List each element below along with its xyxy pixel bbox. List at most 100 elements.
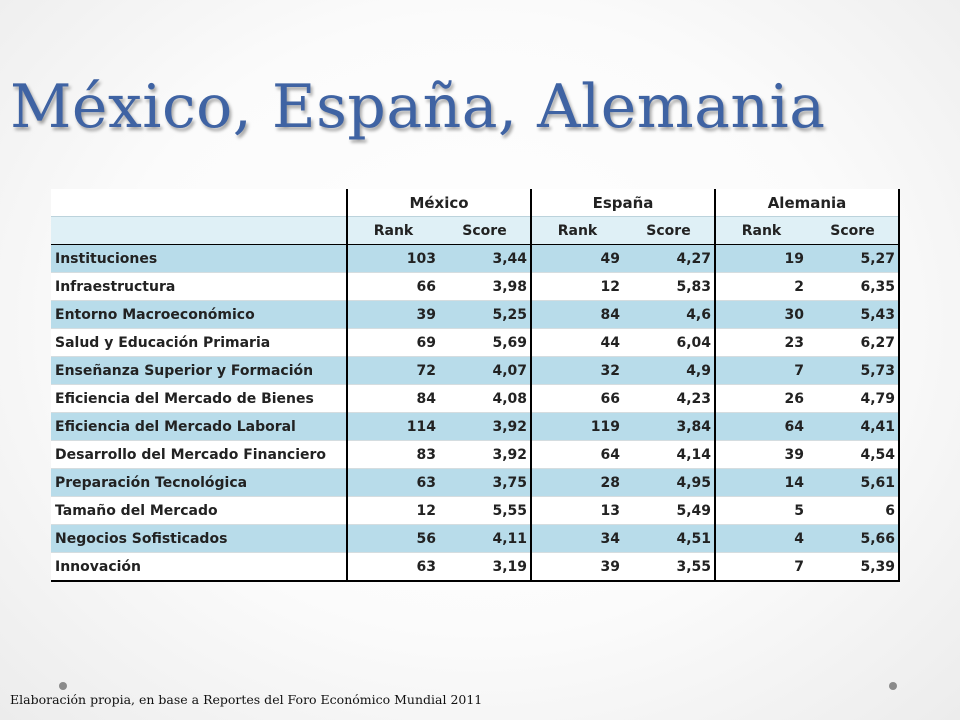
row-label: Negocios Sofisticados <box>51 524 348 553</box>
rank-cell: 44 <box>531 328 623 357</box>
rank-cell: 49 <box>531 244 623 273</box>
score-cell: 6,35 <box>807 272 900 301</box>
rank-cell: 84 <box>347 384 439 413</box>
rank-cell: 26 <box>715 384 807 413</box>
table-row: Desarrollo del Mercado Financiero 83 3,92 6… <box>51 440 900 469</box>
score-cell: 5,61 <box>807 468 900 497</box>
rank-cell: 39 <box>531 552 623 582</box>
score-cell: 5,55 <box>439 496 532 525</box>
subheader-score: Score <box>439 216 532 245</box>
rank-cell: 13 <box>531 496 623 525</box>
row-label: Entorno Macroeconómico <box>51 300 348 329</box>
row-label: Eficiencia del Mercado de Bienes <box>51 384 348 413</box>
rank-cell: 119 <box>531 412 623 441</box>
score-cell: 3,75 <box>439 468 532 497</box>
rank-cell: 2 <box>715 272 807 301</box>
country-header-espana: España <box>531 189 716 217</box>
country-header-mexico: México <box>347 189 532 217</box>
corner-cell <box>51 189 348 217</box>
score-cell: 6 <box>807 496 900 525</box>
row-label: Innovación <box>51 552 348 582</box>
score-cell: 3,84 <box>623 412 716 441</box>
rank-cell: 56 <box>347 524 439 553</box>
table-row: Preparación Tecnológica 63 3,75 28 4,95 14 5,6… <box>51 468 900 497</box>
ranking-table-container: México España Alemania Rank Score Rank S… <box>51 189 900 582</box>
rank-cell: 23 <box>715 328 807 357</box>
score-cell: 5,25 <box>439 300 532 329</box>
score-cell: 3,92 <box>439 440 532 469</box>
score-cell: 5,27 <box>807 244 900 273</box>
score-cell: 5,49 <box>623 496 716 525</box>
rank-cell: 66 <box>347 272 439 301</box>
decorative-dot-right <box>889 682 897 690</box>
row-label: Desarrollo del Mercado Financiero <box>51 440 348 469</box>
rank-cell: 12 <box>531 272 623 301</box>
subheader-score: Score <box>807 216 900 245</box>
score-cell: 4,51 <box>623 524 716 553</box>
subheader-row: Rank Score Rank Score Rank Score <box>51 216 900 245</box>
table-row: Negocios Sofisticados 56 4,11 34 4,51 4 5,66 <box>51 524 900 553</box>
rank-cell: 83 <box>347 440 439 469</box>
score-cell: 4,79 <box>807 384 900 413</box>
rank-cell: 84 <box>531 300 623 329</box>
row-label: Preparación Tecnológica <box>51 468 348 497</box>
table-row: Innovación 63 3,19 39 3,55 7 5,39 <box>51 552 900 582</box>
score-cell: 3,92 <box>439 412 532 441</box>
score-cell: 4,27 <box>623 244 716 273</box>
table-row: Entorno Macroeconómico 39 5,25 84 4,6 30 5,43 <box>51 300 900 329</box>
score-cell: 4,07 <box>439 356 532 385</box>
slide-title: México, España, Alemania <box>10 72 826 142</box>
rank-cell: 64 <box>715 412 807 441</box>
rank-cell: 7 <box>715 552 807 582</box>
score-cell: 6,27 <box>807 328 900 357</box>
row-label: Instituciones <box>51 244 348 273</box>
rank-cell: 72 <box>347 356 439 385</box>
row-label: Eficiencia del Mercado Laboral <box>51 412 348 441</box>
table-row: Enseñanza Superior y Formación 72 4,07 32 4,… <box>51 356 900 385</box>
score-cell: 4,95 <box>623 468 716 497</box>
rank-cell: 12 <box>347 496 439 525</box>
rank-cell: 14 <box>715 468 807 497</box>
rank-cell: 7 <box>715 356 807 385</box>
score-cell: 5,83 <box>623 272 716 301</box>
row-label: Salud y Educación Primaria <box>51 328 348 357</box>
subheader-rank: Rank <box>715 216 807 245</box>
table-row: Salud y Educación Primaria 69 5,69 44 6,04 23… <box>51 328 900 357</box>
ranking-table: México España Alemania Rank Score Rank S… <box>51 189 900 582</box>
rank-cell: 4 <box>715 524 807 553</box>
subheader-rank: Rank <box>347 216 439 245</box>
score-cell: 3,19 <box>439 552 532 582</box>
rank-cell: 34 <box>531 524 623 553</box>
table-row: Infraestructura 66 3,98 12 5,83 2 6,35 <box>51 272 900 301</box>
rank-cell: 19 <box>715 244 807 273</box>
table-row: Eficiencia del Mercado de Bienes 84 4,08 66… <box>51 384 900 413</box>
score-cell: 3,98 <box>439 272 532 301</box>
rank-cell: 63 <box>347 468 439 497</box>
country-header-row: México España Alemania <box>51 189 900 217</box>
subheader-rank: Rank <box>531 216 623 245</box>
table-row: Tamaño del Mercado 12 5,55 13 5,49 5 6 <box>51 496 900 525</box>
rank-cell: 39 <box>715 440 807 469</box>
rank-cell: 32 <box>531 356 623 385</box>
score-cell: 4,54 <box>807 440 900 469</box>
rank-cell: 39 <box>347 300 439 329</box>
rank-cell: 64 <box>531 440 623 469</box>
score-cell: 3,44 <box>439 244 532 273</box>
score-cell: 4,41 <box>807 412 900 441</box>
rank-cell: 30 <box>715 300 807 329</box>
score-cell: 4,14 <box>623 440 716 469</box>
rank-cell: 103 <box>347 244 439 273</box>
score-cell: 5,66 <box>807 524 900 553</box>
table-row: Instituciones 103 3,44 49 4,27 19 5,27 <box>51 244 900 273</box>
country-header-alemania: Alemania <box>715 189 900 217</box>
row-label: Tamaño del Mercado <box>51 496 348 525</box>
score-cell: 4,9 <box>623 356 716 385</box>
rank-cell: 66 <box>531 384 623 413</box>
rank-cell: 28 <box>531 468 623 497</box>
rank-cell: 69 <box>347 328 439 357</box>
score-cell: 5,73 <box>807 356 900 385</box>
table-body: Instituciones 103 3,44 49 4,27 19 5,27 Infraest… <box>51 244 900 582</box>
row-label: Infraestructura <box>51 272 348 301</box>
subheader-corner-cell <box>51 216 348 245</box>
score-cell: 5,69 <box>439 328 532 357</box>
